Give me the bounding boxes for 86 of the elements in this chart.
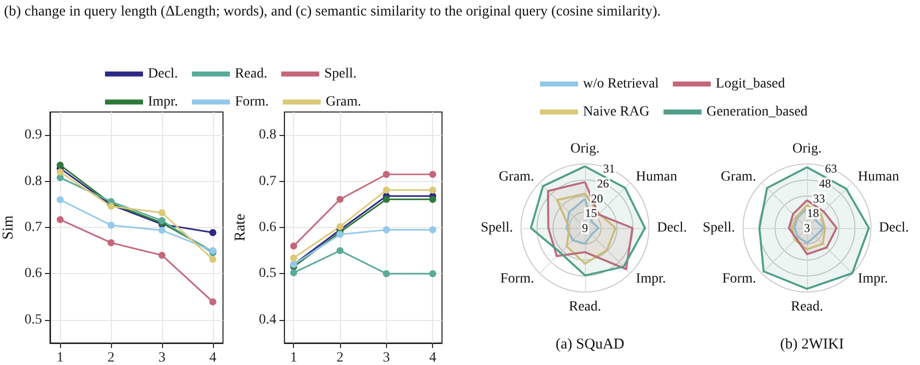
point: [336, 247, 344, 254]
point: [56, 196, 64, 204]
point: [382, 170, 390, 178]
legend-label: Naive RAG: [583, 104, 650, 120]
text: (b) 2WIKI: [780, 336, 844, 352]
point: [209, 298, 216, 306]
text: (b) change in query length (ΔLength; words), and (c) semantic similarity to the original query (cosine similarity).: [4, 4, 661, 20]
legend-label: w/o Retrieval: [583, 76, 659, 92]
point: [56, 168, 64, 176]
y-axis-title: Sim: [0, 215, 16, 240]
point: [382, 196, 390, 203]
spoke-label: Spell.: [702, 220, 735, 236]
point: [290, 254, 298, 262]
spoke-label: Orig.: [570, 142, 600, 156]
y-tick-label: 0.8: [258, 128, 276, 143]
point: [429, 196, 436, 203]
point: [158, 209, 166, 216]
spoke-label: Human: [636, 170, 678, 185]
x-tick-label: 1: [56, 350, 64, 365]
point: [108, 239, 115, 246]
spoke-label: Read.: [568, 300, 602, 314]
y-tick-label: 31: [602, 162, 615, 176]
point: [209, 229, 216, 236]
y-tick-label: 0.7: [24, 220, 42, 235]
spoke-label: Form.: [722, 271, 756, 286]
legend-label: Gram.: [326, 94, 362, 110]
y-tick-label: 20: [590, 191, 603, 206]
legend-label: Read.: [234, 66, 268, 82]
y-tick-label: 18: [806, 206, 819, 220]
point: [336, 196, 344, 203]
point: [108, 222, 115, 229]
y-tick-label: 9: [582, 221, 588, 235]
point: [336, 223, 344, 230]
point: [209, 256, 216, 263]
x-tick-label: 4: [429, 350, 436, 365]
legend-label: Generation_based: [706, 104, 808, 120]
point: [382, 186, 390, 194]
y-tick-label: 0.5: [258, 266, 276, 282]
y-tick-label: 48: [818, 176, 831, 190]
point: [429, 226, 436, 234]
point: [429, 270, 436, 278]
y-tick-label: 33: [812, 191, 825, 206]
spoke-label: Form.: [500, 271, 534, 286]
spoke-label: Impr.: [636, 271, 666, 286]
point: [290, 242, 298, 250]
y-tick-label: 63: [824, 162, 837, 176]
y-axis-title: Rate: [232, 213, 248, 242]
spoke-label: Read.: [790, 300, 824, 314]
text: (a) SQuAD: [556, 336, 625, 352]
spoke-label: Decl.: [879, 220, 909, 236]
point: [382, 226, 390, 234]
y-tick-label: 26: [596, 176, 609, 190]
point: [429, 170, 436, 178]
legend-label: Impr.: [148, 94, 178, 110]
y-tick-label: 0.6: [24, 266, 42, 282]
point: [382, 270, 390, 278]
x-tick-label: 3: [158, 350, 166, 365]
spoke-label: Gram.: [720, 170, 756, 185]
legend-label: Spell.: [324, 66, 356, 82]
point: [56, 162, 64, 169]
spoke-label: Spell.: [480, 220, 513, 236]
legend-label: Logit_based: [716, 76, 786, 92]
x-tick-label: 2: [108, 350, 115, 365]
point: [158, 226, 166, 234]
spoke-label: Orig.: [792, 142, 822, 156]
x-tick-label: 2: [336, 350, 344, 365]
point: [158, 252, 166, 259]
spoke-label: Gram.: [498, 170, 534, 185]
y-tick-label: 0.5: [24, 312, 42, 328]
x-tick-label: 4: [209, 350, 216, 365]
legend-label: Decl.: [148, 66, 178, 82]
point: [290, 269, 298, 276]
spoke-label: Decl.: [657, 220, 687, 236]
x-tick-label: 3: [382, 350, 390, 365]
y-tick-label: 0.7: [258, 174, 276, 189]
y-tick-label: 0.4: [258, 312, 276, 328]
spoke-label: Human: [858, 170, 900, 185]
y-tick-label: 0.9: [24, 128, 42, 143]
x-tick-label: 1: [290, 350, 298, 365]
point: [429, 186, 436, 194]
spoke-label: Impr.: [858, 271, 888, 286]
y-tick-label: 0.6: [258, 220, 276, 235]
point: [56, 216, 64, 224]
y-tick-label: 0.8: [24, 174, 42, 189]
y-tick-label: 15: [584, 206, 597, 220]
legend-label: Form.: [234, 94, 269, 110]
